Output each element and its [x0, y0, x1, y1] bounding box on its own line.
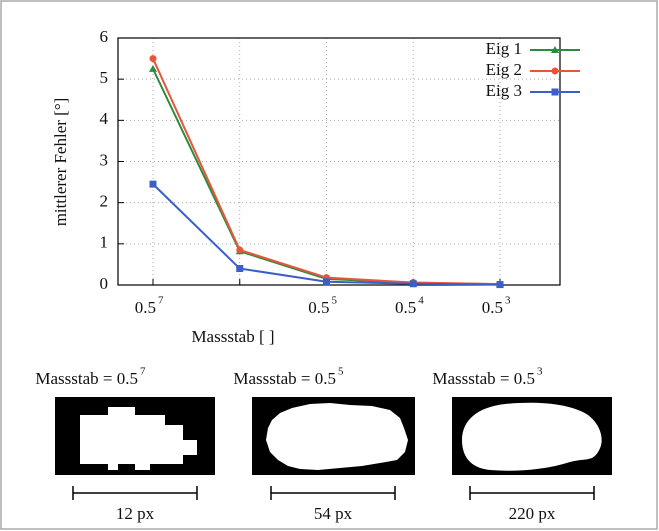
y-tick-label: 6 [100, 27, 109, 46]
marker [551, 88, 559, 96]
x-tick-label: 0.5 [308, 298, 329, 317]
marker [323, 278, 330, 286]
y-tick-label: 2 [100, 192, 109, 211]
scale-label: 54 px [314, 504, 353, 523]
panel-title-exponent: 7 [140, 366, 146, 378]
marker [149, 64, 157, 72]
marker [236, 246, 244, 254]
y-tick-label: 4 [100, 109, 109, 128]
y-tick-label: 0 [100, 274, 109, 293]
panel-image [55, 397, 215, 475]
panel-image [252, 397, 415, 475]
marker [149, 180, 157, 188]
marker [551, 67, 559, 75]
x-axis-label: Massstab [ ] [191, 327, 274, 346]
x-tick-exponent: 5 [332, 295, 338, 307]
y-tick-label: 5 [100, 68, 109, 87]
marker [551, 46, 559, 53]
legend-label: Eig 3 [486, 81, 522, 100]
panel-title: Massstab = 0.5 [35, 369, 138, 388]
y-tick-label: 3 [100, 150, 109, 169]
marker [409, 280, 417, 288]
panel-title-exponent: 5 [338, 366, 344, 378]
panel-title-exponent: 3 [537, 366, 543, 378]
legend-label: Eig 1 [486, 39, 522, 58]
marker [236, 265, 244, 273]
x-tick-label: 0.5 [482, 298, 503, 317]
x-tick-label: 0.5 [135, 298, 156, 317]
x-tick-label: 0.5 [395, 298, 416, 317]
marker [149, 55, 157, 63]
y-tick-label: 1 [100, 233, 109, 252]
panel-title: Massstab = 0.5 [432, 369, 535, 388]
y-axis-label: mittlerer Fehler [°] [51, 98, 70, 227]
plot-frame [117, 37, 561, 286]
panel-title: Massstab = 0.5 [233, 369, 336, 388]
x-tick-exponent: 7 [158, 295, 164, 307]
marker [496, 281, 504, 289]
x-tick-exponent: 3 [505, 295, 511, 307]
panel-image [452, 397, 612, 475]
legend-label: Eig 2 [486, 60, 522, 79]
scale-label: 12 px [116, 504, 155, 523]
x-tick-exponent: 4 [418, 295, 424, 307]
scale-label: 220 px [509, 504, 556, 523]
